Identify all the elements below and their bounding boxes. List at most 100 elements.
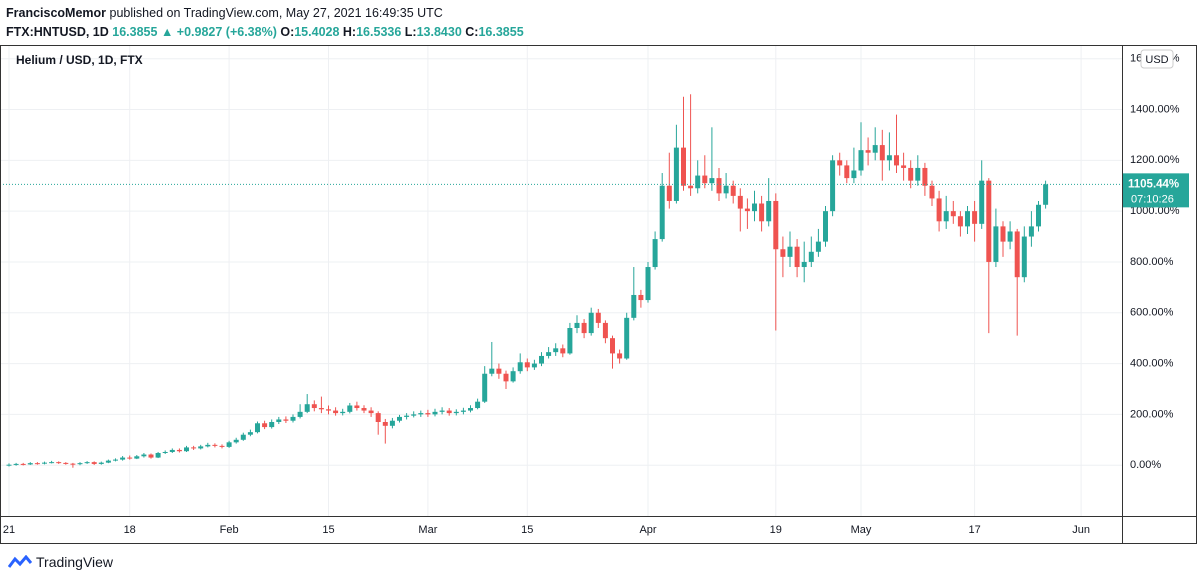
x-tick-label: 19 [770, 524, 782, 536]
candle-body [233, 439, 239, 443]
footer: TradingView [8, 554, 113, 570]
ohlc-value: 13.8430 [416, 25, 462, 39]
candle-body [510, 371, 516, 382]
candle-body [638, 294, 644, 301]
candle-body [176, 449, 182, 452]
candle-body [695, 175, 701, 189]
candle-body [205, 444, 211, 447]
candle-body [141, 454, 147, 457]
candle-body [716, 178, 722, 194]
candle-body [801, 261, 807, 268]
candle-body [730, 185, 736, 196]
candle-body [304, 404, 310, 412]
candle-body [929, 185, 935, 199]
candle-body [780, 249, 786, 257]
symbol: FTX:HNTUSD, 1D [6, 25, 109, 39]
candle-body [404, 415, 410, 417]
candle-body [688, 185, 694, 189]
candle-body [957, 216, 963, 227]
candle-body [361, 408, 367, 411]
candle-body [13, 463, 19, 465]
candle-body [610, 338, 615, 354]
candle-body [581, 322, 587, 334]
candle-body [950, 211, 956, 217]
candle-body [766, 200, 772, 222]
ohlc-label: C: [465, 25, 479, 39]
candle-body [439, 410, 445, 412]
candle-body [879, 145, 885, 161]
candle-body [943, 211, 949, 222]
x-tick-label: Apr [639, 524, 656, 536]
chart-frame [0, 45, 1197, 544]
candle-body [134, 456, 140, 459]
candle-body [1007, 231, 1013, 242]
candle-body [709, 178, 715, 184]
x-tick-label: 15 [322, 524, 334, 536]
y-tick-label: 1000.00% [1130, 205, 1180, 217]
x-tick-label: 18 [124, 524, 136, 536]
brand: TradingView [36, 554, 114, 570]
candle-body [49, 462, 55, 464]
candle-body [411, 414, 417, 416]
chart-title: Helium / USD, 1D, FTX [16, 53, 143, 67]
x-tick-label: 21 [3, 524, 15, 536]
candle-body [27, 463, 33, 465]
candle-body [318, 408, 324, 410]
candle-body [127, 457, 133, 459]
candle-body [262, 423, 268, 428]
candle-body [425, 413, 431, 415]
candle-body [823, 211, 828, 242]
candle-body [744, 208, 750, 212]
candle-body [560, 348, 566, 354]
quote-line: FTX:HNTUSD, 1D 16.3855 ▲ +0.9827 (+6.38%… [6, 23, 524, 42]
last-price-box [1123, 173, 1189, 208]
candle-body [645, 267, 651, 301]
candle-body [91, 462, 97, 464]
candle-body [475, 401, 481, 409]
candle-body [1014, 231, 1020, 278]
candle-body [148, 454, 154, 458]
candle-body [787, 246, 793, 257]
candle-body [482, 373, 488, 402]
logo [8, 555, 32, 568]
candle-body [652, 239, 658, 268]
candle-body [276, 419, 282, 422]
candle-body [333, 410, 339, 414]
candle-body [297, 411, 303, 417]
candle-body [382, 422, 388, 426]
candle-body [56, 462, 62, 464]
candle-body [375, 413, 381, 422]
last: 16.3855 [112, 25, 158, 39]
candle-body [681, 147, 686, 186]
candle-body [34, 463, 40, 465]
candle-body [397, 416, 402, 421]
candle-body [808, 251, 814, 262]
candle-body [1021, 236, 1027, 278]
candle-body [169, 449, 175, 452]
candle-body [567, 328, 573, 354]
candle-body [503, 373, 509, 382]
y-tick-label: 200.00% [1130, 408, 1174, 420]
candle-body [574, 322, 580, 328]
candle-body [212, 444, 218, 446]
candle-body [986, 180, 992, 262]
candle-body [546, 352, 552, 356]
candle-body [70, 463, 76, 465]
candle-body [98, 462, 104, 464]
x-tick-label: May [851, 524, 872, 536]
currency: USD [1145, 54, 1168, 66]
candle-body [752, 203, 757, 212]
candle-body [702, 175, 708, 184]
candle-body [872, 145, 878, 153]
candle-body [553, 348, 559, 353]
candle-body [219, 445, 225, 447]
candle-body [198, 446, 204, 449]
candle-body [659, 185, 665, 240]
candle-body [624, 317, 630, 359]
last-price-label: 1105.44% [1128, 178, 1179, 190]
candle-body [326, 409, 331, 411]
candle-body [915, 167, 921, 181]
candle-body [432, 411, 438, 415]
ohlc-value: 16.3855 [478, 25, 524, 39]
